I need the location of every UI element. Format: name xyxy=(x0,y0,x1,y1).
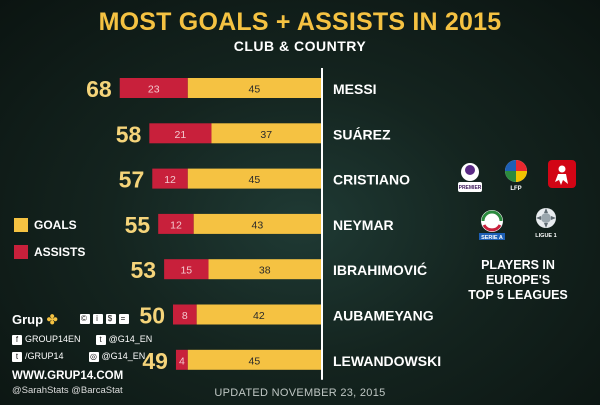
goals-bar xyxy=(211,123,321,144)
leagues-caption-line-3: TOP 5 LEAGUES xyxy=(468,288,568,302)
goals-bar xyxy=(196,304,321,325)
instagram-icon[interactable]: ◎ xyxy=(88,351,99,362)
legend-goals-swatch xyxy=(14,217,28,232)
premier-league-icon: PREMIER xyxy=(452,158,488,194)
player-name-label: AUBAMEYANG xyxy=(333,308,434,324)
total-label: 50 xyxy=(139,303,165,329)
assists-data-label: 12 xyxy=(170,219,182,231)
tumblr-icon[interactable]: t xyxy=(12,351,22,362)
grup14-logo-mark: ✤ xyxy=(46,312,58,327)
assists-bar xyxy=(173,304,197,325)
tumblr-handle[interactable]: /GRUP14 xyxy=(25,351,64,361)
leagues-caption: PLAYERS IN EUROPE'S TOP 5 LEAGUES xyxy=(442,258,594,303)
twitter-icon[interactable]: t xyxy=(95,334,106,345)
sharealike-icon: = xyxy=(119,314,129,325)
assists-data-label: 8 xyxy=(182,310,188,322)
social-icons-row: © i $ = xyxy=(80,314,132,325)
assists-data-label: 23 xyxy=(148,84,160,96)
copyright-icon: © xyxy=(80,314,90,325)
assists-bar xyxy=(149,123,212,144)
bundesliga-icon xyxy=(544,158,580,194)
leagues-caption-line-2: EUROPE'S xyxy=(485,273,551,287)
player-name-label: IBRAHIMOVIĆ xyxy=(333,261,427,278)
goals-data-label: 43 xyxy=(252,219,264,231)
goals-bar xyxy=(208,259,321,280)
page-title: MOST GOALS + ASSISTS IN 2015 xyxy=(98,8,502,36)
total-label: 57 xyxy=(119,167,145,193)
total-label: 49 xyxy=(142,348,168,374)
assists-bar xyxy=(158,213,194,234)
total-label: 55 xyxy=(125,212,151,238)
ligue-1-icon: LIGUE 1 xyxy=(528,204,564,240)
legend-goals: GOALS xyxy=(14,216,77,234)
leagues-caption-line-1: PLAYERS IN xyxy=(481,258,555,272)
total-label: 58 xyxy=(116,121,142,147)
twitter-handle[interactable]: @G14_EN xyxy=(108,334,153,344)
goals-bar xyxy=(187,349,321,370)
svg-text:PREMIER: PREMIER xyxy=(459,185,482,191)
goals-bar xyxy=(187,168,321,189)
goals-bar xyxy=(187,78,321,98)
facebook-handle[interactable]: GROUP14EN xyxy=(25,334,81,344)
legend-goals-label: GOALS xyxy=(34,217,77,232)
assists-data-label: 12 xyxy=(164,174,176,186)
goals-data-label: 38 xyxy=(259,265,271,277)
goals-data-label: 45 xyxy=(249,355,261,367)
league-logos: PREMIER LFP SERIE A xyxy=(448,156,588,252)
player-name-label: NEYMAR xyxy=(333,217,394,233)
goals-data-label: 45 xyxy=(249,84,261,96)
grup14-logo-text: Grup xyxy=(12,312,44,327)
instagram-handle[interactable]: @G14_EN xyxy=(101,351,146,361)
lfp-icon: LFP xyxy=(498,156,534,192)
website-link[interactable]: WWW.GRUP14.COM xyxy=(12,370,124,382)
noncommercial-icon: $ xyxy=(106,314,116,325)
page-subtitle: CLUB & COUNTRY xyxy=(233,38,367,54)
player-name-label: MESSI xyxy=(333,81,377,97)
svg-text:SERIE A: SERIE A xyxy=(481,235,503,241)
assists-bar xyxy=(152,168,188,189)
assists-bar xyxy=(164,259,209,280)
assists-bar xyxy=(119,78,188,98)
goals-data-label: 42 xyxy=(253,310,265,322)
assists-bar xyxy=(175,349,188,370)
author-handles: @SarahStats @BarcaStat xyxy=(12,385,123,396)
social-line-2: t/GRUP14 ◎ @G14_EN xyxy=(12,351,145,362)
player-name-label: CRISTIANO xyxy=(333,172,410,188)
assists-data-label: 21 xyxy=(175,129,187,141)
player-name-label: LEWANDOWSKI xyxy=(333,353,441,369)
social-line-1: f GROUP14EN t @G14_EN xyxy=(12,334,152,345)
goals-bar xyxy=(193,213,321,234)
updated-note: UPDATED NOVEMBER 23, 2015 xyxy=(214,387,386,399)
legend-assists-swatch xyxy=(14,244,28,259)
legend-assists-label: ASSISTS xyxy=(34,244,86,259)
player-name-label: SUÁREZ xyxy=(333,126,391,142)
total-label: 68 xyxy=(86,76,112,102)
attribution-icon: i xyxy=(93,314,103,325)
svg-text:LFP: LFP xyxy=(510,186,521,192)
total-label: 53 xyxy=(131,257,157,283)
svg-text:LIGUE 1: LIGUE 1 xyxy=(535,233,556,239)
facebook-icon[interactable]: f xyxy=(12,334,22,345)
assists-data-label: 4 xyxy=(179,355,185,367)
serie-a-icon: SERIE A xyxy=(474,206,510,242)
goals-data-label: 37 xyxy=(260,129,272,141)
grup14-logo: Grup ✤ xyxy=(12,312,58,328)
legend-assists: ASSISTS xyxy=(14,243,85,261)
assists-data-label: 15 xyxy=(180,265,192,277)
goals-data-label: 45 xyxy=(249,174,261,186)
